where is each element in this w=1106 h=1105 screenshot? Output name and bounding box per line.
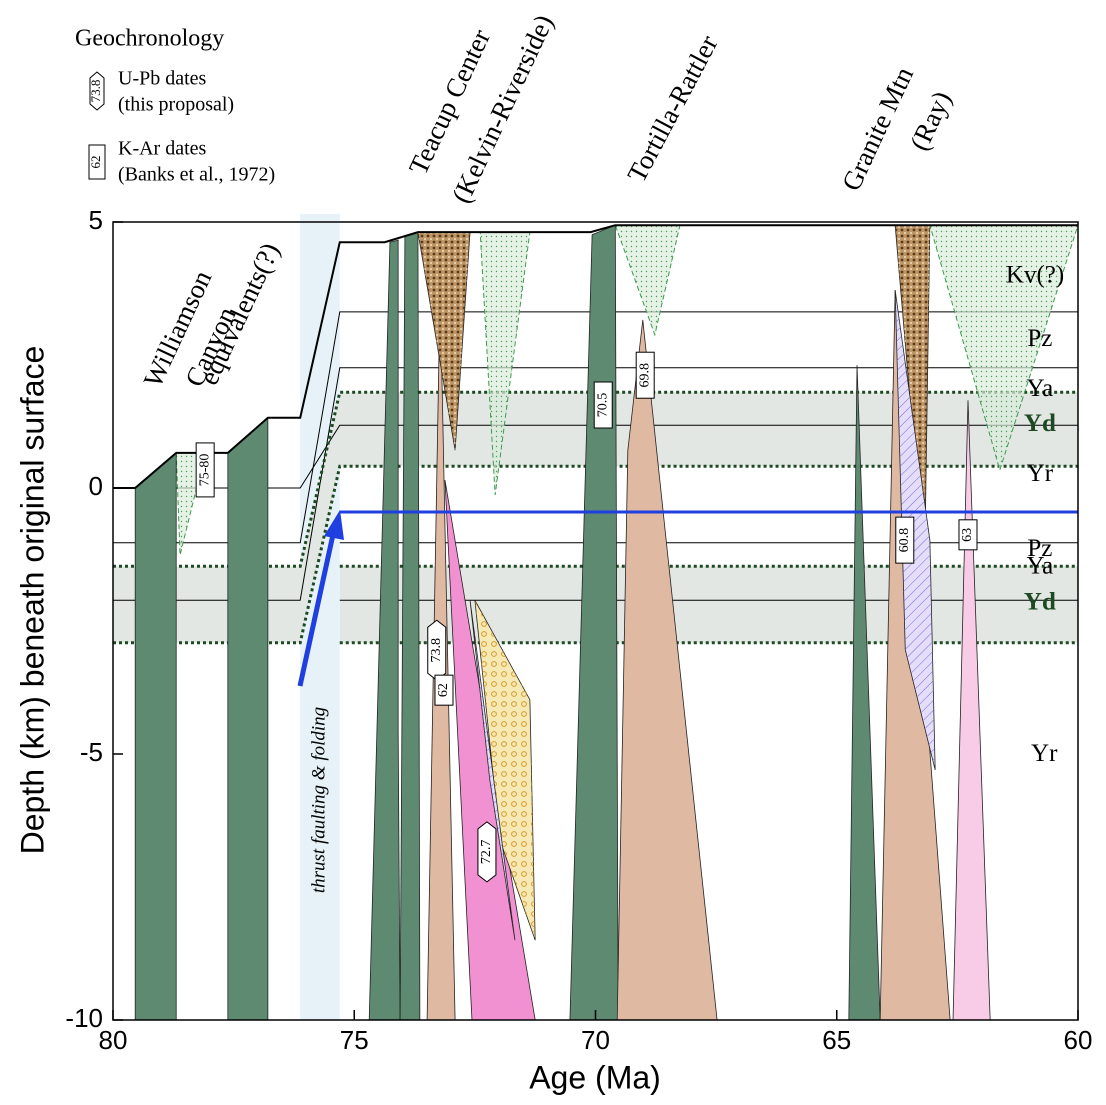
legend-symbol [89,71,105,111]
layer-label: Yd [1024,410,1056,437]
date-symbol [477,821,497,883]
plot-area: thrust faulting & foldingKv(?)PzYaYdYrPz… [113,214,1079,1021]
intrusion-pattern [470,600,515,941]
intrusion-pattern [480,232,530,495]
intrusion [399,231,421,1021]
date-symbol [434,674,454,706]
x-tick-label: 75 [340,1025,369,1055]
x-axis-title: Age (Ma) [529,1059,661,1095]
y-tick-label: -10 [65,1003,103,1033]
column-label: Tortilla-Rattler [621,30,723,187]
date-symbol [593,381,613,429]
x-tick-label: 65 [822,1025,851,1055]
layer-label: Kv(?) [1006,262,1064,289]
legend-text: U-Pb dates [118,68,207,90]
intrusion [368,239,401,1021]
date-label: 75-80 [197,454,212,487]
intrusion-pattern [417,232,471,451]
thrust-zone [300,214,340,1020]
date-label: 63 [960,528,975,542]
date-label: 60.8 [897,528,912,553]
legend-symbol [88,144,106,180]
layer-label: Ya [1027,375,1054,402]
date-label: 69.8 [637,363,652,388]
date-label: 62 [436,683,451,697]
intrusion-pattern [895,290,936,770]
date-symbol [195,442,215,498]
intrusion [952,400,991,1021]
date-label: 70.5 [595,393,610,418]
date-label: 72.7 [479,840,494,865]
x-tick-label: 60 [1064,1025,1093,1055]
legend-text: K-Ar dates [118,138,207,160]
legend-title: Geochronology [75,26,224,52]
date-label: 73.8 [429,638,444,663]
y-tick-label: 0 [89,471,103,501]
intrusion-pattern [895,225,930,541]
column-label: Granite Mtn [836,62,919,195]
legend-symbol-text: 73.8 [88,80,103,103]
y-tick-label: 5 [89,205,103,235]
layer-label: Yr [1031,740,1058,767]
date-symbol [635,351,655,399]
layer-label: Yd [1024,589,1056,616]
legend-text: (Banks et al., 1972) [118,164,275,186]
contact-line [113,390,1078,568]
legend-symbol-text: 62 [88,156,103,169]
thrust-arrow [297,529,337,687]
layer-label: Pz [1027,325,1052,352]
layer-label: Pz [1027,535,1052,562]
layer-label: Ya [1027,553,1054,580]
intrusion [134,452,177,1021]
x-tick-label: 70 [581,1025,610,1055]
thrust-label: thrust faulting & folding [308,707,329,893]
intrusion-pattern [474,600,536,941]
layer-label: Yr [1027,460,1054,487]
date-symbol [895,516,915,564]
column-label: (Ray) [904,87,957,155]
y-axis-title: Depth (km) beneath original surface [14,346,50,855]
intrusion-pattern [615,225,680,335]
contact-line [113,464,1078,645]
legend-text: (this proposal) [118,94,234,116]
date-symbol [958,519,978,551]
column-label: equivalents(?) [194,238,286,389]
y-tick-label: -5 [80,737,103,767]
intrusion-pattern [929,225,1078,470]
x-tick-label: 80 [99,1025,128,1055]
intrusion [227,416,269,1021]
contact-line [113,311,1078,544]
yd-band [113,392,1078,643]
thrust-arrow-head [324,510,344,540]
original-surface [113,224,1078,489]
